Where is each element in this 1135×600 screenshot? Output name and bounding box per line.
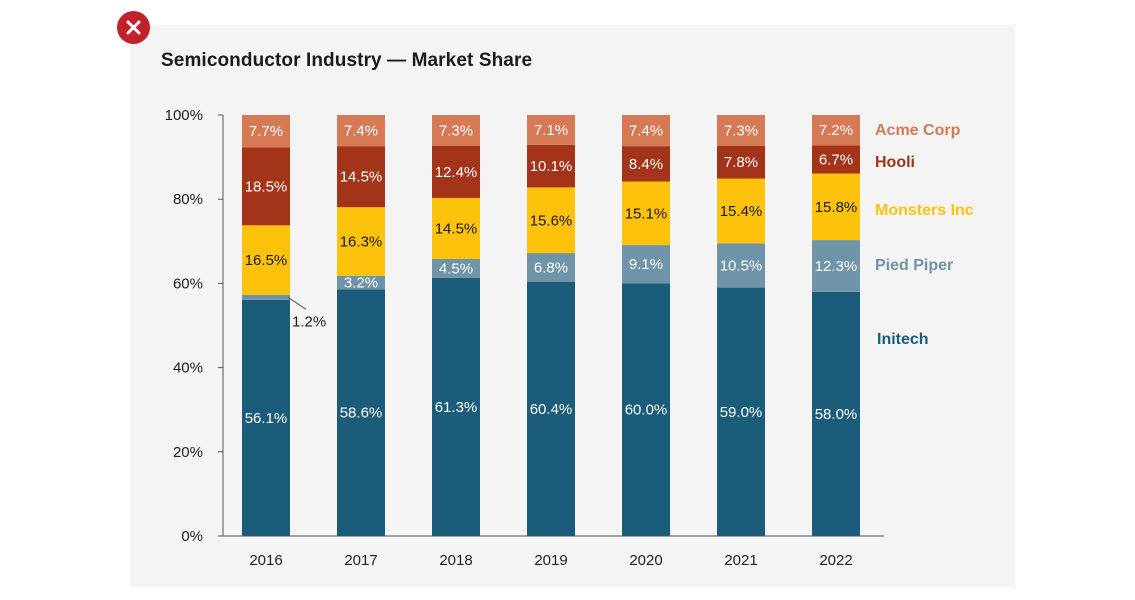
chart-segment-labels: 56.1% 1.2% 16.5% 18.5% 7.7% 58.6% 3.2% 16.3% 14.…	[245, 122, 858, 427]
x-tick-label: 2018	[439, 552, 472, 569]
data-label: 14.5%	[340, 169, 383, 186]
bar-segment	[337, 289, 385, 536]
data-label: 10.1%	[530, 158, 573, 175]
bar-segment	[527, 187, 575, 254]
y-tick-label: 20%	[173, 444, 203, 461]
y-tick-label: 80%	[173, 191, 203, 208]
data-label: 7.1%	[534, 122, 568, 139]
data-label: 60.4%	[530, 401, 573, 418]
data-label: 10.5%	[720, 258, 763, 275]
y-tick-label: 0%	[181, 528, 203, 545]
x-tick-label: 2017	[344, 552, 377, 569]
x-tick-label: 2021	[724, 552, 757, 569]
bar-segment	[717, 115, 765, 146]
data-label: 7.4%	[344, 123, 378, 140]
bar-segment	[717, 178, 765, 244]
data-label: 15.8%	[815, 199, 858, 216]
data-label: 59.0%	[720, 404, 763, 421]
x-tick-label: 2016	[249, 552, 282, 569]
data-label: 7.7%	[249, 123, 283, 140]
y-tick-label: 60%	[173, 275, 203, 292]
bar-segment	[717, 145, 765, 179]
data-label: 7.2%	[819, 122, 853, 139]
bar-segment	[717, 287, 765, 536]
data-label: 60.0%	[625, 402, 668, 419]
y-tick-label: 100%	[165, 107, 203, 124]
bar-segment	[527, 115, 575, 145]
bar-segment	[432, 145, 480, 198]
data-label: 15.6%	[530, 212, 573, 229]
bar-segment	[812, 240, 860, 292]
bar-segment	[432, 277, 480, 536]
legend-entry: Acme Corp	[875, 122, 961, 139]
bar-segment	[527, 253, 575, 282]
data-label: 15.1%	[625, 205, 668, 222]
bar-segment	[622, 146, 670, 182]
bar-segment	[812, 115, 860, 146]
data-label: 6.7%	[819, 151, 853, 168]
bar-segment	[622, 283, 670, 536]
y-tick-label: 40%	[173, 360, 203, 377]
bar-segment	[622, 245, 670, 284]
bar-segment	[337, 275, 385, 290]
legend-entry: Monsters Inc	[875, 202, 974, 219]
x-tick-label: 2019	[534, 552, 567, 569]
bar-segment	[242, 147, 290, 226]
bar-segment	[432, 197, 480, 259]
bar-segment	[242, 299, 290, 536]
data-label: 8.4%	[629, 156, 663, 173]
chart-title: Semiconductor Industry — Market Share	[161, 50, 533, 71]
bar-segment	[242, 225, 290, 295]
legend-entry: Hooli	[875, 154, 915, 171]
data-label: 6.8%	[534, 259, 568, 276]
data-label: 9.1%	[629, 256, 663, 273]
x-tick-label: 2020	[629, 552, 662, 569]
chart-legend: Initech Pied Piper Monsters Inc Hooli Acme C…	[875, 122, 974, 348]
legend-entry: Pied Piper	[875, 257, 953, 274]
bar-segment	[527, 144, 575, 188]
bar-segment	[242, 294, 290, 300]
bar-segment	[337, 207, 385, 276]
data-label: 7.4%	[629, 123, 663, 140]
bar-segment	[622, 115, 670, 147]
bar-segment	[432, 258, 480, 278]
bar-segment	[337, 146, 385, 208]
bar-segment	[622, 181, 670, 246]
close-button[interactable]	[117, 11, 150, 44]
data-label: 12.3%	[815, 258, 858, 275]
data-label: 7.8%	[724, 154, 758, 171]
bar-segment	[337, 115, 385, 147]
legend-entry: Initech	[877, 331, 929, 348]
data-label: 7.3%	[724, 122, 758, 139]
data-label: 58.0%	[815, 406, 858, 423]
bar-segment	[242, 115, 290, 148]
close-icon	[126, 20, 141, 35]
chart-bars	[242, 115, 860, 536]
bar-segment	[717, 243, 765, 288]
x-tick-label: 2022	[819, 552, 852, 569]
data-label: 4.5%	[439, 260, 473, 277]
data-label: 3.2%	[344, 275, 378, 292]
bar-segment	[812, 173, 860, 241]
data-label: 16.5%	[245, 252, 288, 269]
bar-segment	[432, 115, 480, 146]
data-label: 15.4%	[720, 203, 763, 220]
data-label: 56.1%	[245, 410, 288, 427]
chart-axes: 0% 20% 40% 60% 80% 100% 2016 2017 2018 2019 2020 20…	[165, 107, 884, 569]
bar-segment	[812, 145, 860, 174]
bar-segment	[527, 281, 575, 536]
data-label-leader	[287, 296, 307, 310]
data-label: 61.3%	[435, 399, 478, 416]
data-label: 1.2%	[292, 313, 326, 330]
bar-segment	[812, 291, 860, 536]
data-label: 16.3%	[340, 234, 383, 251]
data-label: 7.3%	[439, 122, 473, 139]
data-label: 18.5%	[245, 178, 288, 195]
data-label: 12.4%	[435, 164, 478, 181]
data-label: 14.5%	[435, 220, 478, 237]
data-label: 58.6%	[340, 405, 383, 422]
